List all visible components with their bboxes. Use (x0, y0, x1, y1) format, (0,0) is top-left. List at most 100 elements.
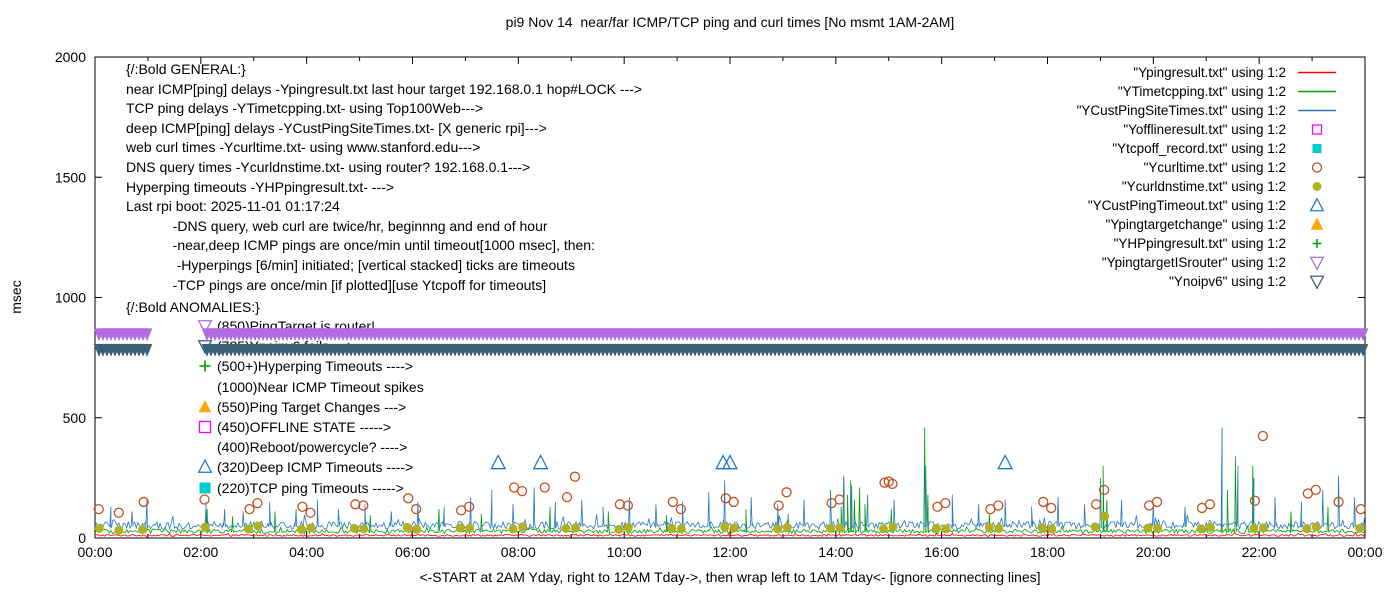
general-annotation-line: near ICMP[ping] delays -Ypingresult.txt … (126, 80, 643, 97)
legend-label: "Ycurltime.txt" using 1:2 (1143, 160, 1286, 175)
general-annotation-line: web curl times -Ycurltime.txt- using www… (126, 139, 481, 156)
legend-label: "YTimetcpping.txt" using 1:2 (1117, 84, 1286, 99)
y-tick-label: 500 (63, 410, 87, 426)
general-annotation-line: Last rpi boot: 2025-11-01 01:17:24 (126, 198, 340, 215)
circle-filled-key-icon (1312, 182, 1322, 191)
legend-item-YHPpingresult: "YHPpingresult.txt" using 1:2 (1077, 234, 1340, 253)
y-tick-label: 1000 (55, 290, 86, 306)
anomaly-item-near-icmp-timeouts: (1000)Near ICMP Timeout spikes (197, 377, 424, 397)
anomaly-item-deep-icmp-timeouts: (320)Deep ICMP Timeouts ----> (197, 457, 424, 477)
YCustPingSiteTimes-line-key-icon (1298, 109, 1336, 112)
x-tick-label: 00:00 (77, 544, 112, 560)
legend-item-Ycurltime: "Ycurltime.txt" using 1:2 (1077, 158, 1340, 177)
general-annotation-line: {/:Bold GENERAL:} (126, 61, 246, 77)
legend-item-YCustPingSiteTimes: "YCustPingSiteTimes.txt" using 1:2 (1077, 101, 1340, 120)
anomaly-label: (450)OFFLINE STATE -----> (217, 419, 392, 436)
legend-item-YCustPingTimeout: "YCustPingTimeout.txt" using 1:2 (1077, 196, 1340, 215)
x-tick-label: 08:00 (501, 544, 536, 560)
triangle-down-open-key-icon (1309, 275, 1325, 289)
legend-label: "YHPpingresult.txt" using 1:2 (1113, 236, 1286, 251)
legend-item-Ytcpoff_record: "Ytcpoff_record.txt" using 1:2 (1077, 139, 1340, 158)
legend-label: "YCustPingSiteTimes.txt" using 1:2 (1076, 103, 1286, 118)
x-tick-label: 10:00 (607, 544, 642, 560)
legend-item-Ycurldnstime: "Ycurldnstime.txt" using 1:2 (1077, 177, 1340, 196)
y-axis-label: msec (8, 280, 24, 314)
circle-open-key-icon (1311, 162, 1323, 173)
x-tick-label: 12:00 (712, 544, 747, 560)
chart-title: pi9 Nov 14 near/far ICMP/TCP ping and cu… (505, 14, 955, 30)
YTimetcpping-line-key-icon (1298, 90, 1336, 93)
anomaly-item-ping-target-changes: (550)Ping Target Changes ---> (197, 397, 424, 417)
legend-item-Ynoipv6: "Ynoipv6" using 1:2 (1077, 272, 1340, 291)
anomaly-label: (320)Deep ICMP Timeouts ----> (217, 459, 414, 476)
legend: "Ypingresult.txt" using 1:2 "YTimetcpping… (1077, 63, 1340, 291)
x-tick-label: 04:00 (289, 544, 324, 560)
triangle-up-open-icon (197, 459, 213, 474)
Ypingresult-line-key-icon (1298, 71, 1336, 74)
anomaly-item-hyperping-timeouts: (500+)Hyperping Timeouts ----> (197, 356, 424, 376)
anomaly-label: (500+)Hyperping Timeouts ----> (217, 358, 414, 375)
triangle-down-open-key-icon (1309, 256, 1325, 270)
legend-item-Ypingresult: "Ypingresult.txt" using 1:2 (1077, 63, 1340, 82)
x-tick-label: 00:00 (1347, 544, 1382, 560)
x-tick-label: 20:00 (1136, 544, 1171, 560)
legend-label: "Ynoipv6" using 1:2 (1169, 274, 1286, 289)
legend-label: "Yofflineresult.txt" using 1:2 (1123, 122, 1286, 137)
anomaly-item-offline-state: (450)OFFLINE STATE -----> (197, 417, 424, 437)
legend-label: "YpingtargetISrouter" using 1:2 (1101, 255, 1286, 270)
general-annotation-line: -DNS query, web curl are twice/hr, begin… (126, 217, 548, 234)
general-annotation-line: -TCP pings are once/min [if plotted][use… (126, 276, 547, 293)
anomaly-label: (850)PingTarget is router! (217, 318, 375, 335)
square-open-icon (198, 420, 212, 434)
x-tick-label: 02:00 (183, 544, 218, 560)
general-annotation-line: -near,deep ICMP pings are once/min until… (126, 237, 595, 254)
anomaly-label: (220)TCP ping Timeouts -----> (217, 479, 404, 496)
x-axis-label: <-START at 2AM Yday, right to 12AM Tday-… (419, 569, 1041, 585)
anomalies-list: (850)PingTarget is router! (785)Ynoipv6 f… (197, 316, 424, 498)
triangle-up-filled-key-icon (1310, 217, 1324, 230)
legend-item-Yofflineresult: "Yofflineresult.txt" using 1:2 (1077, 120, 1340, 139)
x-tick-label: 16:00 (924, 544, 959, 560)
square-filled-key-icon (1312, 144, 1322, 153)
triangle-up-open-key-icon (1309, 198, 1325, 212)
legend-label: "Ycurldnstime.txt" using 1:2 (1121, 179, 1286, 194)
legend-label: "Ypingresult.txt" using 1:2 (1133, 65, 1286, 80)
general-annotation-line: DNS query times -Ycurldnstime.txt- using… (126, 158, 531, 175)
square-filled-icon (199, 482, 211, 494)
anomaly-item-noipv6-state: (785)Ynoipv6 fails ---> (197, 336, 424, 356)
legend-item-YpingtargetISrouter: "YpingtargetISrouter" using 1:2 (1077, 253, 1340, 272)
general-annotation-line: TCP ping delays -YTimetcpping.txt- using… (126, 100, 484, 117)
anomaly-label: (785)Ynoipv6 fails ---> (217, 338, 356, 355)
anomaly-label: (400)Reboot/powercycle? ----> (217, 439, 408, 456)
points-Ycurltime (93, 430, 1366, 518)
y-tick-label: 2000 (55, 49, 86, 65)
x-tick-label: 22:00 (1242, 544, 1277, 560)
anomaly-item-pingtarget-is-router: (850)PingTarget is router! (197, 316, 424, 336)
triangle-up-filled-icon (198, 399, 212, 413)
legend-label: "Ytcpoff_record.txt" using 1:2 (1112, 141, 1286, 156)
legend-label: "Ypingtargetchange" using 1:2 (1105, 217, 1286, 232)
points-Ycurldnstime (94, 511, 1365, 535)
no-marker-icon (197, 379, 215, 395)
y-tick-label: 0 (78, 530, 86, 546)
general-annotation-line: Hyperping timeouts -YHPpingresult.txt- -… (126, 178, 395, 195)
general-annotations: {/:Bold GENERAL:} near ICMP[ping] delays … (126, 60, 642, 295)
x-tick-label: 14:00 (818, 544, 853, 560)
anomaly-label: (550)Ping Target Changes ---> (217, 398, 407, 415)
general-annotation-line: deep ICMP[ping] delays -YCustPingSiteTim… (126, 119, 547, 136)
legend-item-YTimetcpping: "YTimetcpping.txt" using 1:2 (1077, 82, 1340, 101)
anomalies-header: {/:Bold ANOMALIES:} (126, 299, 260, 315)
points-YCustPingTimeout (490, 454, 1014, 470)
anomaly-item-tcp-ping-timeouts: (220)TCP ping Timeouts -----> (197, 478, 424, 498)
legend-item-Ypingtargetchange: "Ypingtargetchange" using 1:2 (1077, 215, 1340, 234)
x-tick-label: 06:00 (395, 544, 430, 560)
square-open-key-icon (1311, 124, 1323, 135)
triangle-down-open-icon (197, 320, 213, 335)
x-tick-label: 18:00 (1030, 544, 1065, 560)
general-annotation-line: -Hyperpings [6/min] initiated; [vertical… (126, 256, 575, 273)
series-Ypingresult (94, 525, 1366, 537)
triangle-down-open-icon (197, 340, 213, 355)
no-marker-icon (197, 439, 215, 455)
